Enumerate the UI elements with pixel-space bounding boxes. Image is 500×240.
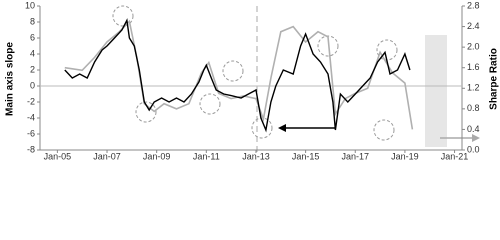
chart: Main axis slope Sharpe Ratio 10 8 6 4 2 0 -2 -4… [5, 0, 500, 161]
y-tick-label: -8 [27, 144, 35, 154]
x-tick-label: Jan-15 [292, 151, 320, 161]
y-tick-label: 8 [30, 16, 35, 26]
y2-tick-label: 0.8 [467, 103, 480, 113]
y-tick-label: 4 [30, 48, 35, 58]
y2-tick-label: 1.2 [467, 83, 480, 93]
y2-tick-label: 2.4 [467, 21, 480, 31]
x-tick-label: Jan-05 [44, 151, 72, 161]
y2-tick-label: 2.8 [467, 0, 480, 10]
circle [376, 39, 398, 61]
x-tick-label: Jan-19 [391, 151, 419, 161]
circle [199, 93, 221, 115]
circle [251, 117, 273, 139]
circle [135, 101, 157, 123]
y-tick-label: 2 [30, 64, 35, 74]
x-tick-label: Jan-21 [441, 151, 469, 161]
circle [112, 5, 134, 27]
y2-axis-title: Sharpe Ratio [489, 48, 500, 110]
y-tick-label: 0 [30, 80, 35, 90]
x-tick-label: Jan-13 [242, 151, 270, 161]
circle [222, 60, 244, 82]
y2-tick-label: 0.0 [467, 144, 480, 154]
y2-tick-label: 0.4 [467, 124, 480, 134]
x-tick-label: Jan-07 [93, 151, 121, 161]
y-tick-label: 6 [30, 32, 35, 42]
circle [373, 119, 395, 141]
y-tick-label: -6 [27, 128, 35, 138]
series-line [64, 19, 414, 130]
y-tick-label: -2 [27, 96, 35, 106]
y-tick-label: 10 [25, 0, 35, 10]
arrowhead [278, 124, 286, 132]
y2-tick-label: 1.6 [467, 62, 480, 72]
noise-band [425, 35, 447, 147]
y2-tick-label: 2.0 [467, 42, 480, 52]
arrows [278, 124, 480, 142]
arrowhead [472, 134, 480, 142]
y-axis-title: Main axis slope [5, 42, 16, 116]
x-tick-label: Jan-17 [341, 151, 369, 161]
x-tick-label: Jan-09 [143, 151, 171, 161]
x-tick-label: Jan-11 [193, 151, 220, 161]
y-tick-label: -4 [27, 112, 35, 122]
annotation-circles [112, 5, 398, 141]
series-line [64, 18, 411, 133]
